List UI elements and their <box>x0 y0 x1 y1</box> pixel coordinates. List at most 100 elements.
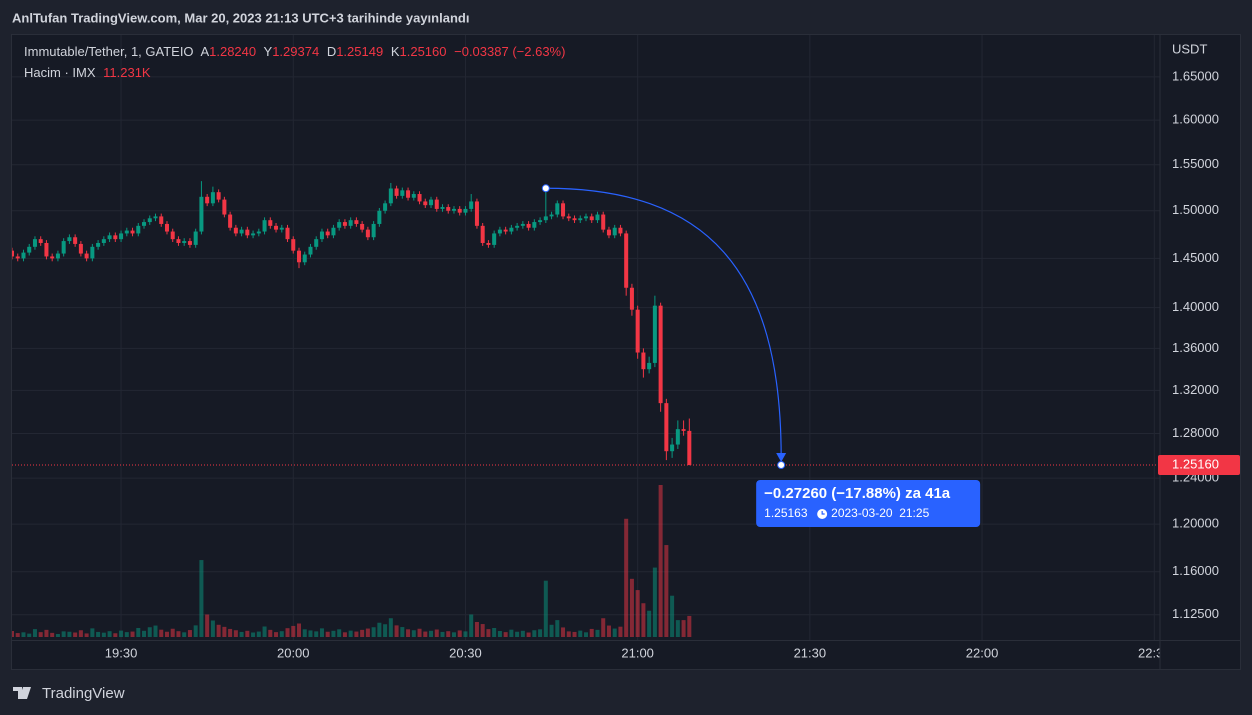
grid <box>12 35 1160 640</box>
volume-bar <box>474 621 479 637</box>
volume-bar <box>394 625 399 637</box>
candle-body <box>618 227 623 234</box>
candle-body <box>279 227 284 230</box>
header-title: AnlTufan TradingView.com, Mar 20, 2023 2… <box>12 10 469 25</box>
volume-bar <box>480 624 485 637</box>
volume-bar <box>348 630 353 637</box>
volume-bar <box>205 614 210 637</box>
candle-body <box>429 199 434 206</box>
volume-value: 11.231K <box>103 65 151 80</box>
volume-bar <box>670 595 675 637</box>
volume-bar <box>44 629 49 637</box>
candle-body <box>469 201 474 209</box>
candle-body <box>440 207 445 209</box>
candle-body <box>222 199 227 215</box>
candle-body <box>463 208 468 213</box>
x-tick-label: 21:00 <box>621 645 654 660</box>
volume-bar <box>629 578 634 637</box>
candle-body <box>15 256 20 259</box>
volume-bar <box>176 631 181 637</box>
candle-body <box>216 192 221 200</box>
candle-body <box>302 254 307 263</box>
volume-bar <box>199 560 204 637</box>
volume-bar <box>681 620 686 637</box>
legend-value: 1.25160 <box>400 44 447 59</box>
candle-body <box>245 229 250 236</box>
candle-body <box>27 246 32 253</box>
measure-box <box>756 480 981 528</box>
candle-body <box>205 196 210 204</box>
volume-bar <box>561 627 566 637</box>
candle-body <box>101 239 106 243</box>
volume-bar <box>136 627 141 637</box>
candle-body <box>532 222 537 228</box>
volume-bar <box>572 631 577 637</box>
volume-bar <box>365 628 370 637</box>
volume-bar <box>319 628 324 637</box>
candle-body <box>331 227 336 236</box>
volume-bar <box>532 630 537 637</box>
volume-bar <box>578 630 583 637</box>
volume-bar <box>595 629 600 637</box>
candle-body <box>492 233 497 245</box>
volume-bar <box>130 631 135 637</box>
brand-name: TradingView <box>42 685 125 702</box>
candle-body <box>107 235 112 240</box>
candle-body <box>406 190 411 198</box>
volume-bar <box>164 631 169 637</box>
volume-bar <box>647 610 652 637</box>
volume-bar <box>383 624 388 637</box>
volume-label: Hacim · IMX <box>24 65 96 80</box>
volume-bar <box>411 630 416 637</box>
volume-bar <box>153 625 158 637</box>
volume-bar <box>142 630 147 637</box>
candle-body <box>681 429 686 431</box>
volume-bar <box>400 627 405 637</box>
candle-body <box>21 252 26 259</box>
candle-body <box>457 208 462 213</box>
legend-change: −0.03387 (−2.63%) <box>454 44 565 59</box>
volume-bar <box>497 630 502 637</box>
candle-body <box>612 227 617 236</box>
volume-bar <box>245 630 250 637</box>
candle-body <box>635 309 640 353</box>
candle-body <box>647 362 652 370</box>
candle-body <box>515 225 520 228</box>
volume-bar <box>624 518 629 637</box>
candle-body <box>251 233 256 236</box>
volume-bar <box>251 632 256 637</box>
volume-bar <box>618 626 623 637</box>
measure-label: −0.27260 (−17.88%) za 41a <box>764 485 951 502</box>
measure-time: 2023-03-20 21:25 <box>831 506 929 520</box>
candle-body <box>210 192 215 204</box>
candle-body <box>624 233 629 288</box>
x-tick-label: 20:00 <box>277 645 310 660</box>
volume-bar <box>193 625 198 637</box>
volume-bar <box>331 630 336 637</box>
candle-body <box>383 203 388 211</box>
candle-body <box>262 220 267 232</box>
candle-body <box>61 241 66 254</box>
x-tick-label: 22:00 <box>966 645 999 660</box>
volume-bar <box>38 632 43 637</box>
candle-body <box>136 225 141 234</box>
volume-bar <box>314 631 319 637</box>
candle-body <box>629 287 634 310</box>
candle-body <box>538 220 543 223</box>
candle-body <box>182 241 187 243</box>
volume-bar <box>463 631 468 637</box>
volume-bar <box>509 629 514 637</box>
y-axis: 1.65000 1.60000 1.55000 1.50000 1.45000 1.400… <box>1172 68 1219 621</box>
price-axis <box>1160 35 1240 669</box>
candle-body <box>509 227 514 232</box>
volume-bar <box>566 631 571 637</box>
legend-label: A <box>200 44 209 59</box>
candle-body <box>687 430 692 466</box>
candle-body <box>319 231 324 240</box>
volume-bar <box>515 631 520 637</box>
volume-bar <box>233 630 238 637</box>
volume-bar <box>222 626 227 637</box>
volume-bar <box>325 631 330 637</box>
